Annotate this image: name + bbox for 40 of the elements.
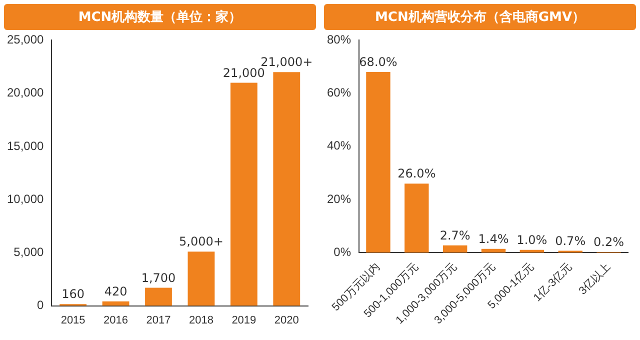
y-tick-label: 80% [326, 32, 352, 47]
y-tick-label: 10,000 [7, 192, 44, 206]
data-label: 0.2% [594, 235, 624, 250]
data-label: 160 [62, 287, 85, 302]
y-tick-label: 25,000 [7, 32, 44, 47]
x-tick-label: 2019 [232, 314, 256, 326]
y-tick-label: 0% [334, 244, 352, 259]
y-tick-label: 20,000 [7, 86, 44, 100]
y-tick-label: 40% [326, 138, 352, 153]
y-tick-label: 15,000 [7, 138, 44, 153]
y-tick-label: 60% [326, 86, 352, 100]
data-label: 5,000+ [179, 234, 224, 249]
bar [520, 250, 544, 253]
x-tick-label: 2020 [274, 314, 299, 326]
bar [230, 82, 258, 306]
bar [366, 72, 390, 253]
x-tick-label: 2016 [104, 314, 128, 326]
bar [273, 72, 300, 306]
bar [481, 248, 506, 253]
data-label: 2.7% [440, 228, 470, 243]
x-tick-label: 3亿以上 [576, 260, 614, 298]
x-tick-label: 2017 [146, 314, 171, 326]
data-label: 0.7% [555, 234, 586, 248]
bar [404, 184, 429, 253]
x-tick-label: 2018 [188, 314, 214, 326]
chart-title: MCN机构数量（单位：家） [4, 4, 316, 30]
data-label: 1.4% [478, 232, 509, 246]
data-label: 1,700 [141, 270, 176, 285]
bar [145, 288, 172, 306]
y-tick-label: 5,000 [14, 244, 44, 259]
data-label: 420 [104, 284, 128, 298]
bar [188, 252, 215, 306]
data-label: 1.0% [516, 233, 548, 248]
y-tick-label: 20% [326, 192, 352, 206]
data-label: 26.0% [398, 166, 436, 181]
chart-title: MCN机构营收分布（含电商GMV） [324, 4, 636, 30]
x-tick-label: 2015 [60, 314, 86, 326]
data-label: 68.0% [359, 55, 398, 70]
y-tick-label: 0 [37, 298, 44, 312]
bar [442, 245, 468, 253]
